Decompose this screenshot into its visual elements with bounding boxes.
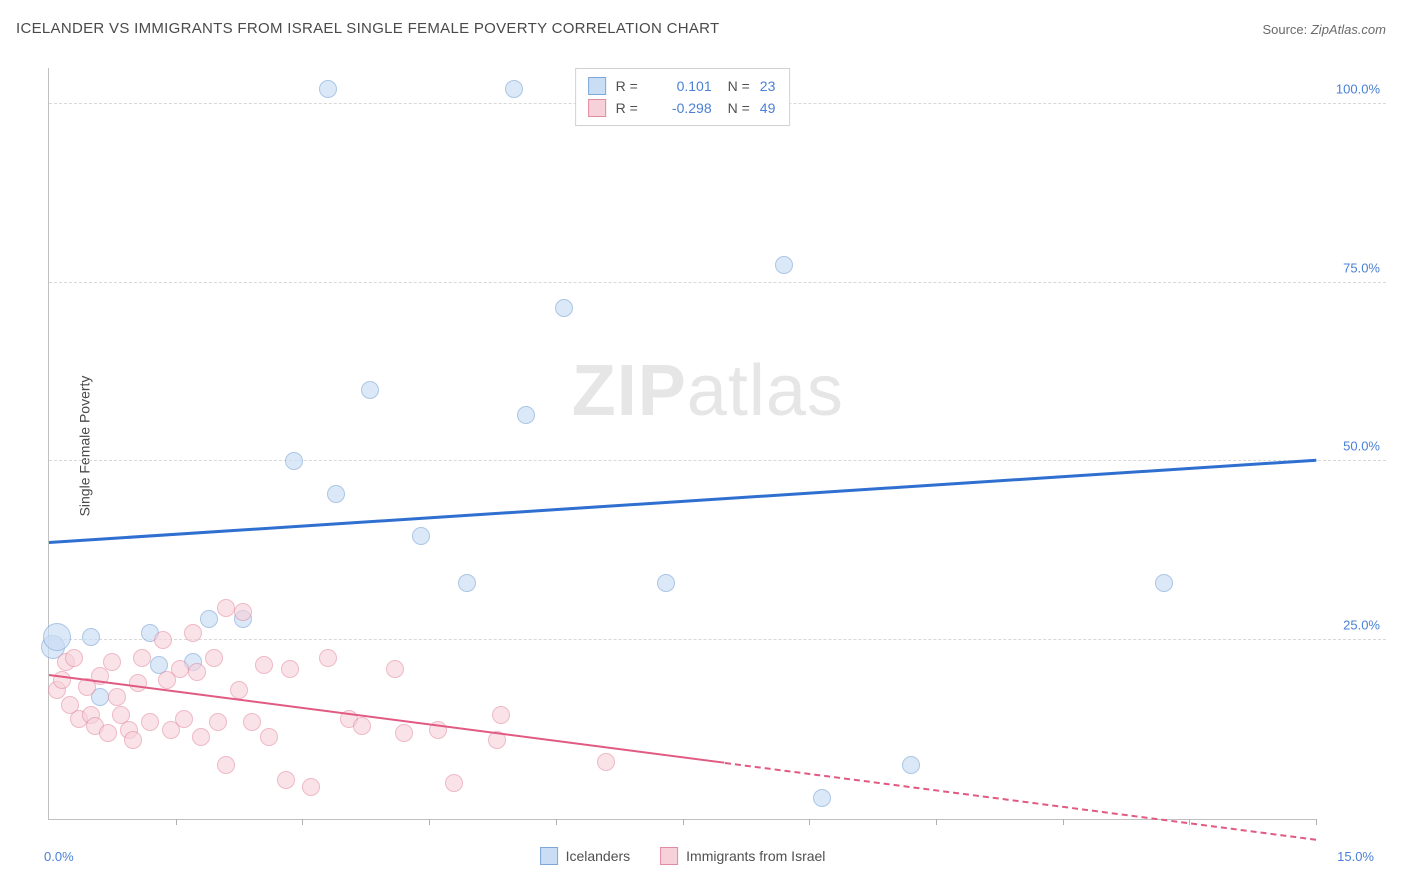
data-point — [200, 610, 218, 628]
data-point — [555, 299, 573, 317]
x-axis-min-label: 0.0% — [44, 849, 74, 864]
data-point — [260, 728, 278, 746]
data-point — [412, 527, 430, 545]
data-point — [154, 631, 172, 649]
x-tick — [302, 819, 303, 825]
r-value: -0.298 — [656, 100, 712, 116]
data-point — [129, 674, 147, 692]
r-value: 0.101 — [656, 78, 712, 94]
data-point — [386, 660, 404, 678]
data-point — [505, 80, 523, 98]
data-point — [192, 728, 210, 746]
source-prefix: Source: — [1262, 22, 1310, 37]
data-point — [302, 778, 320, 796]
x-tick — [683, 819, 684, 825]
legend-swatch — [588, 99, 606, 117]
data-point — [492, 706, 510, 724]
x-tick — [809, 819, 810, 825]
x-tick — [429, 819, 430, 825]
n-label: N = — [728, 100, 750, 116]
legend-item: Icelanders — [540, 847, 631, 865]
x-tick — [556, 819, 557, 825]
data-point — [82, 628, 100, 646]
y-tick-label: 25.0% — [1343, 618, 1380, 633]
y-tick-label: 50.0% — [1343, 439, 1380, 454]
series-legend: Icelanders Immigrants from Israel — [540, 847, 826, 865]
source-attribution: Source: ZipAtlas.com — [1262, 22, 1386, 37]
data-point — [243, 713, 261, 731]
data-point — [813, 789, 831, 807]
data-point — [175, 710, 193, 728]
data-point — [43, 623, 71, 651]
data-point — [209, 713, 227, 731]
data-point — [517, 406, 535, 424]
legend-row: R = -0.298 N = 49 — [588, 97, 776, 119]
x-tick — [1063, 819, 1064, 825]
data-point — [1155, 574, 1173, 592]
data-point — [171, 660, 189, 678]
data-point — [234, 603, 252, 621]
data-point — [285, 452, 303, 470]
data-point — [188, 663, 206, 681]
gridline — [49, 460, 1386, 461]
data-point — [53, 671, 71, 689]
data-point — [319, 649, 337, 667]
data-point — [103, 653, 121, 671]
data-point — [281, 660, 299, 678]
gridline — [49, 282, 1386, 283]
y-tick-label: 75.0% — [1343, 260, 1380, 275]
y-tick-label: 100.0% — [1336, 81, 1380, 96]
data-point — [597, 753, 615, 771]
data-point — [217, 599, 235, 617]
data-point — [230, 681, 248, 699]
data-point — [184, 624, 202, 642]
legend-label: Immigrants from Israel — [686, 848, 825, 864]
data-point — [133, 649, 151, 667]
data-point — [124, 731, 142, 749]
data-point — [445, 774, 463, 792]
data-point — [319, 80, 337, 98]
data-point — [255, 656, 273, 674]
watermark: ZIPatlas — [572, 350, 844, 432]
watermark-rest: atlas — [687, 351, 844, 431]
legend-swatch — [588, 77, 606, 95]
source-name: ZipAtlas.com — [1311, 22, 1386, 37]
data-point — [108, 688, 126, 706]
chart-container: Single Female Poverty ZIPatlas R =0.101N… — [48, 50, 1386, 842]
data-point — [395, 724, 413, 742]
r-label: R = — [616, 100, 646, 116]
trend-line — [49, 458, 1316, 543]
data-point — [141, 713, 159, 731]
data-point — [657, 574, 675, 592]
r-label: R = — [616, 78, 646, 94]
plot-area: ZIPatlas R =0.101N =23R =-0.298N =49 25.… — [48, 68, 1316, 820]
legend-swatch — [660, 847, 678, 865]
data-point — [775, 256, 793, 274]
gridline — [49, 639, 1386, 640]
data-point — [458, 574, 476, 592]
data-point — [99, 724, 117, 742]
legend-row: R = 0.101 N = 23 — [588, 75, 776, 97]
legend-label: Icelanders — [566, 848, 631, 864]
data-point — [65, 649, 83, 667]
data-point — [902, 756, 920, 774]
n-value: 49 — [760, 100, 776, 116]
correlation-legend: R = 0.101 N = 23 R = -0.298 N = 49 — [575, 68, 791, 126]
data-point — [327, 485, 345, 503]
data-point — [353, 717, 371, 735]
n-label: N = — [728, 78, 750, 94]
data-point — [217, 756, 235, 774]
x-tick — [936, 819, 937, 825]
data-point — [361, 381, 379, 399]
data-point — [205, 649, 223, 667]
x-axis-max-label: 15.0% — [1337, 849, 1374, 864]
legend-item: Immigrants from Israel — [660, 847, 825, 865]
x-tick — [1316, 819, 1317, 825]
chart-title: ICELANDER VS IMMIGRANTS FROM ISRAEL SING… — [16, 20, 719, 37]
x-tick — [176, 819, 177, 825]
data-point — [277, 771, 295, 789]
watermark-bold: ZIP — [572, 351, 687, 431]
n-value: 23 — [760, 78, 776, 94]
legend-swatch — [540, 847, 558, 865]
